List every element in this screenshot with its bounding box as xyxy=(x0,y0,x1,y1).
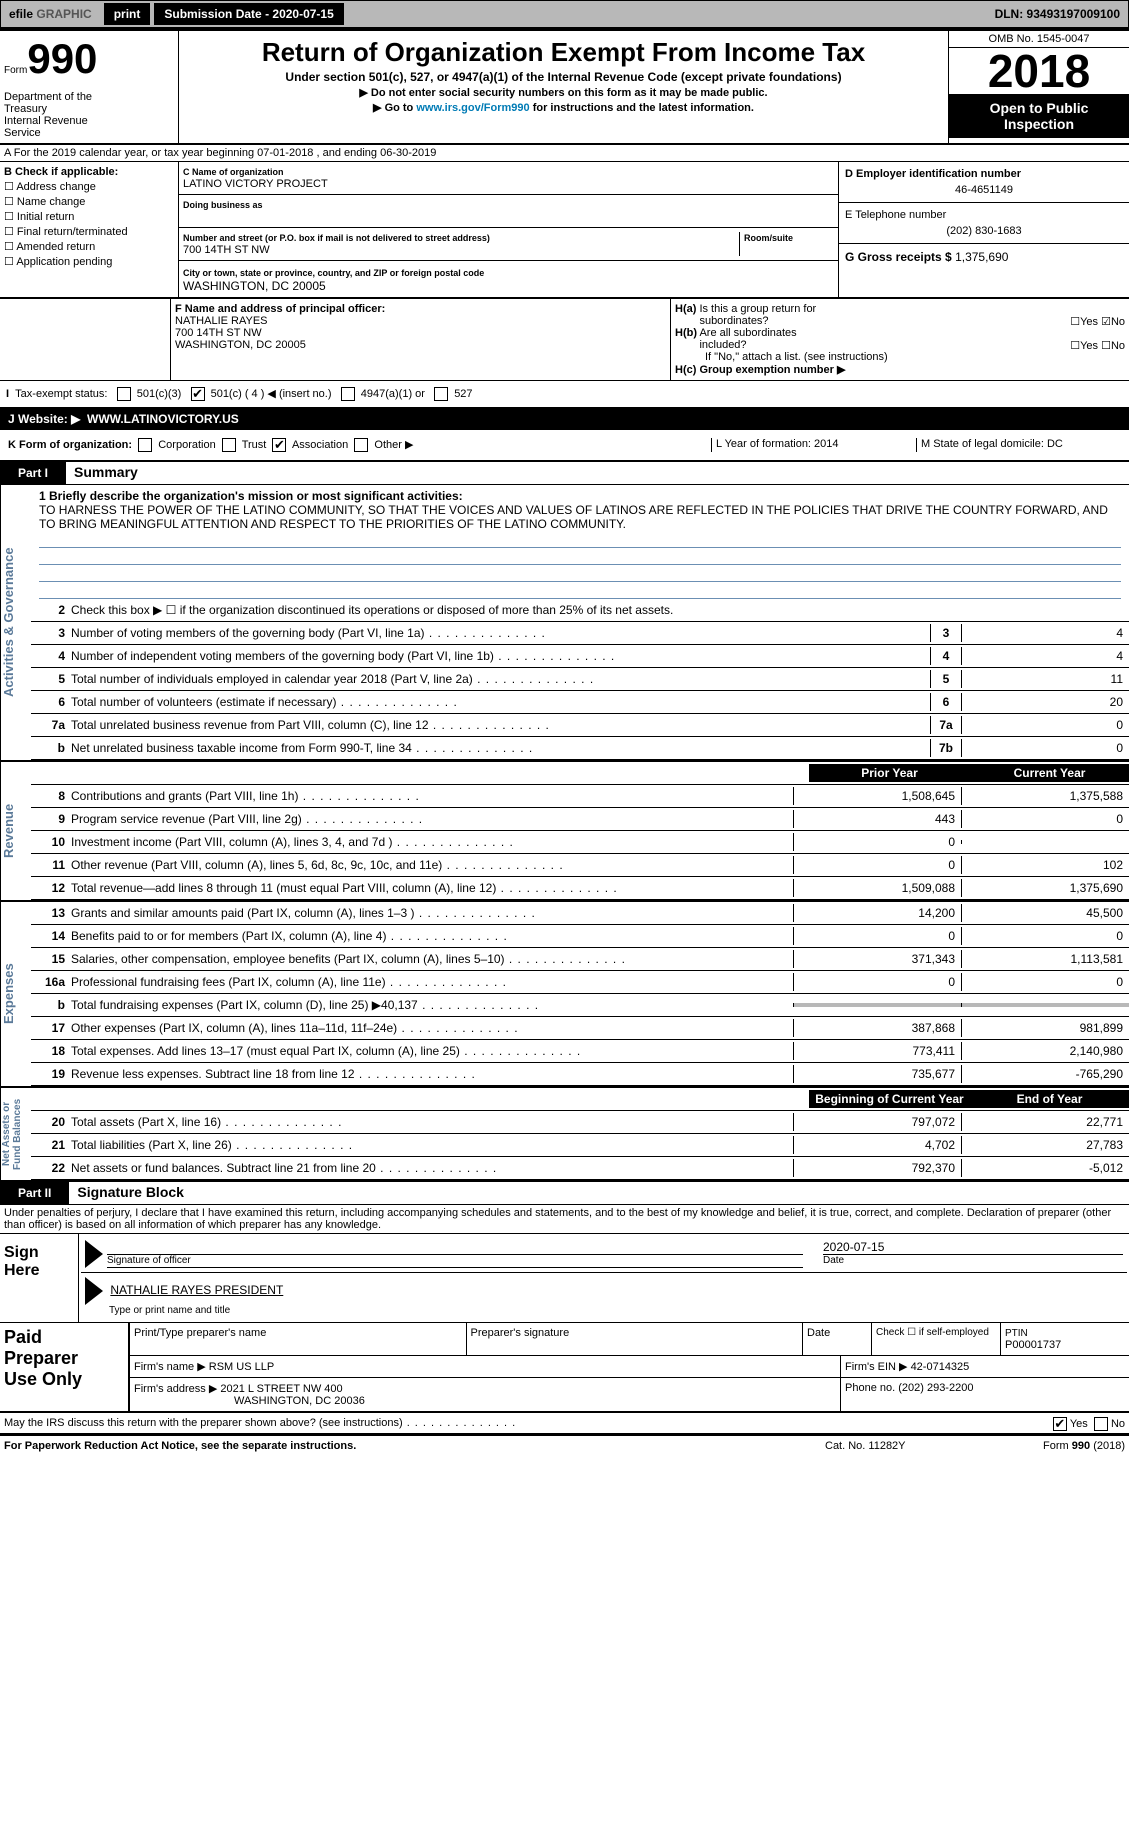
website-row: J Website: ▶ WWW.LATINOVICTORY.US xyxy=(0,408,1129,430)
note-ssn: ▶ Do not enter social security numbers o… xyxy=(183,86,944,99)
sign-date: 2020-07-15 xyxy=(823,1240,884,1254)
gross-receipts: 1,375,690 xyxy=(955,250,1008,264)
sign-here-label: SignHere xyxy=(0,1234,79,1322)
chk-other[interactable] xyxy=(354,438,368,452)
discuss-row: May the IRS discuss this return with the… xyxy=(0,1413,1129,1435)
chk-4947[interactable] xyxy=(341,387,355,401)
g-label: G Gross receipts $ xyxy=(845,250,952,264)
ha-label: H(a) xyxy=(675,303,696,315)
discuss-yes[interactable]: ✔ xyxy=(1053,1417,1067,1431)
chk-final[interactable]: ☐ Final return/terminated xyxy=(4,225,174,238)
firm-name: RSM US LLP xyxy=(209,1361,274,1373)
ein: 46-4651149 xyxy=(845,184,1123,196)
city-state: WASHINGTON, DC 20005 xyxy=(183,279,326,293)
tab-netassets: Net Assets orFund Balances xyxy=(0,1088,31,1180)
print-name-label: Type or print name and title xyxy=(109,1305,1123,1316)
sign-arrow2-icon xyxy=(85,1277,103,1305)
current-year-hdr: Current Year xyxy=(969,764,1129,782)
chk-corp[interactable] xyxy=(138,438,152,452)
self-emp-hdr: Check ☐ if self-employed xyxy=(871,1323,1000,1355)
footer: For Paperwork Reduction Act Notice, see … xyxy=(0,1435,1129,1456)
firm-city: WASHINGTON, DC 20036 xyxy=(234,1395,365,1407)
submission-date: Submission Date - 2020-07-15 xyxy=(154,3,343,25)
tax-status-row: I Tax-exempt status: 501(c)(3) ✔ 501(c) … xyxy=(0,381,1129,408)
org-name: LATINO VICTORY PROJECT xyxy=(183,178,328,190)
website-url: WWW.LATINOVICTORY.US xyxy=(87,412,239,426)
perjury-decl: Under penalties of perjury, I declare th… xyxy=(0,1205,1129,1234)
mission-label: 1 Briefly describe the organization's mi… xyxy=(39,489,463,503)
m-state: M State of legal domicile: DC xyxy=(916,438,1121,452)
c-label: C Name of organization xyxy=(183,167,284,177)
j-label: J Website: ▶ xyxy=(8,412,80,426)
chk-501c3[interactable] xyxy=(117,387,131,401)
mission-text: TO HARNESS THE POWER OF THE LATINO COMMU… xyxy=(39,503,1108,531)
discuss-no[interactable] xyxy=(1094,1417,1108,1431)
form-title: Return of Organization Exempt From Incom… xyxy=(183,37,944,68)
paid-preparer-label: PaidPreparerUse Only xyxy=(0,1323,129,1411)
form-number: 990 xyxy=(27,35,97,82)
addr-label: Number and street (or P.O. box if mail i… xyxy=(183,233,490,243)
prep-name-hdr: Print/Type preparer's name xyxy=(129,1323,466,1355)
date-label: Date xyxy=(823,1254,1123,1266)
street-addr: 700 14TH ST NW xyxy=(183,244,270,256)
officer-addr: 700 14TH ST NW xyxy=(175,327,262,339)
f-label: F Name and address of principal officer: xyxy=(175,303,385,315)
part2-header: Part IISignature Block xyxy=(0,1182,1129,1205)
dba-label: Doing business as xyxy=(183,200,263,210)
form-header: Form990 Department of theTreasuryInterna… xyxy=(0,31,1129,145)
d-label: D Employer identification number xyxy=(845,168,1021,180)
irs-link[interactable]: www.irs.gov/Form990 xyxy=(416,102,529,114)
chk-pending[interactable]: ☐ Application pending xyxy=(4,255,174,268)
hb-note: If "No," attach a list. (see instruction… xyxy=(675,351,1125,363)
sig-officer-label: Signature of officer xyxy=(107,1254,803,1266)
efile-label: efile GRAPHIC xyxy=(1,7,100,21)
header-grid: B Check if applicable: ☐ Address change … xyxy=(0,162,1129,299)
prior-year-hdr: Prior Year xyxy=(809,764,969,782)
topbar: efile GRAPHIC print Submission Date - 20… xyxy=(0,0,1129,28)
public-badge: Open to PublicInspection xyxy=(949,94,1129,138)
hc-label: H(c) Group exemption number ▶ xyxy=(675,364,845,376)
chk-initial[interactable]: ☐ Initial return xyxy=(4,210,174,223)
dept-label: Department of theTreasuryInternal Revenu… xyxy=(4,91,174,139)
k-row: K Form of organization: Corporation Trus… xyxy=(8,438,711,452)
row-a-period: A For the 2019 calendar year, or tax yea… xyxy=(0,145,1129,162)
dln: DLN: 93493197009100 xyxy=(995,7,1128,21)
firm-ein: 42-0714325 xyxy=(911,1361,970,1373)
firm-addr: 2021 L STREET NW 400 xyxy=(220,1383,342,1395)
chk-amended[interactable]: ☐ Amended return xyxy=(4,240,174,253)
part1-header: Part ISummary xyxy=(0,462,1129,485)
chk-assoc[interactable]: ✔ xyxy=(272,438,286,452)
chk-address[interactable]: ☐ Address change xyxy=(4,180,174,193)
boy-hdr: Beginning of Current Year xyxy=(809,1090,969,1108)
form-subtitle: Under section 501(c), 527, or 4947(a)(1)… xyxy=(183,70,944,84)
officer-print-name: NATHALIE RAYES PRESIDENT xyxy=(110,1283,283,1297)
print-button[interactable]: print xyxy=(104,3,151,25)
chk-501c[interactable]: ✔ xyxy=(191,387,205,401)
tab-expenses: Expenses xyxy=(0,902,31,1086)
l-year: L Year of formation: 2014 xyxy=(711,438,916,452)
eoy-hdr: End of Year xyxy=(969,1090,1129,1108)
chk-name[interactable]: ☐ Name change xyxy=(4,195,174,208)
tab-revenue: Revenue xyxy=(0,762,31,900)
firm-phone: (202) 293-2200 xyxy=(898,1382,973,1394)
sign-arrow-icon xyxy=(85,1240,103,1268)
prep-sig-hdr: Preparer's signature xyxy=(466,1323,803,1355)
b-label: B Check if applicable: xyxy=(4,166,118,178)
tab-governance: Activities & Governance xyxy=(0,485,31,760)
hb-label: H(b) xyxy=(675,327,697,339)
e-label: E Telephone number xyxy=(845,209,946,221)
officer-name: NATHALIE RAYES xyxy=(175,315,268,327)
chk-trust[interactable] xyxy=(222,438,236,452)
city-label: City or town, state or province, country… xyxy=(183,268,484,278)
note-link: ▶ Go to www.irs.gov/Form990 for instruct… xyxy=(183,101,944,114)
phone: (202) 830-1683 xyxy=(845,225,1123,237)
tax-year: 2018 xyxy=(949,48,1129,94)
form-prefix: Form xyxy=(4,65,27,76)
ptin: P00001737 xyxy=(1005,1339,1061,1351)
room-label: Room/suite xyxy=(744,233,793,243)
officer-city: WASHINGTON, DC 20005 xyxy=(175,339,306,351)
prep-date-hdr: Date xyxy=(802,1323,871,1355)
chk-527[interactable] xyxy=(434,387,448,401)
